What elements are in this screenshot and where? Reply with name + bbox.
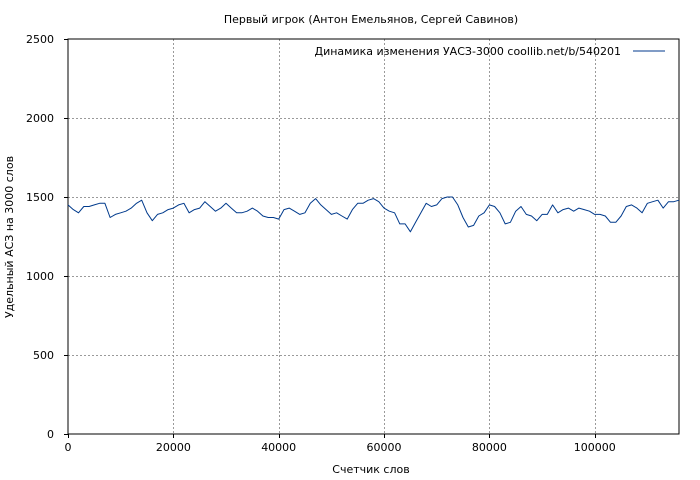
x-tick-label: 80000 bbox=[472, 441, 507, 454]
legend-entry-label: Динамика изменения УАСЗ-3000 coollib.net… bbox=[315, 45, 622, 58]
x-tick-label: 100000 bbox=[574, 441, 616, 454]
grid-layer bbox=[68, 39, 679, 434]
plot-frame bbox=[67, 38, 680, 435]
y-tick-label: 1000 bbox=[26, 270, 54, 283]
x-tick-label: 60000 bbox=[367, 441, 402, 454]
chart-title: Первый игрок (Антон Емельянов, Сергей Са… bbox=[224, 13, 518, 26]
x-axis-label: Счетчик слов bbox=[332, 463, 409, 476]
y-tick-label: 2000 bbox=[26, 112, 54, 125]
y-tick-label: 2500 bbox=[26, 33, 54, 46]
series-layer bbox=[67, 196, 680, 233]
ticks-layer: 0 20000 40000 60000 80000 100000 0 500 1000 1500 2… bbox=[26, 33, 616, 454]
x-tick-label: 40000 bbox=[261, 441, 296, 454]
x-tick-label: 20000 bbox=[156, 441, 191, 454]
series-line bbox=[67, 196, 680, 233]
legend: Динамика изменения УАСЗ-3000 coollib.net… bbox=[315, 45, 665, 58]
y-tick-label: 1500 bbox=[26, 191, 54, 204]
y-axis-label: Удельный АСЗ на 3000 слов bbox=[3, 156, 16, 318]
x-tick-label: 0 bbox=[65, 441, 72, 454]
y-tick-label: 0 bbox=[47, 428, 54, 441]
y-tick-label: 500 bbox=[33, 349, 54, 362]
